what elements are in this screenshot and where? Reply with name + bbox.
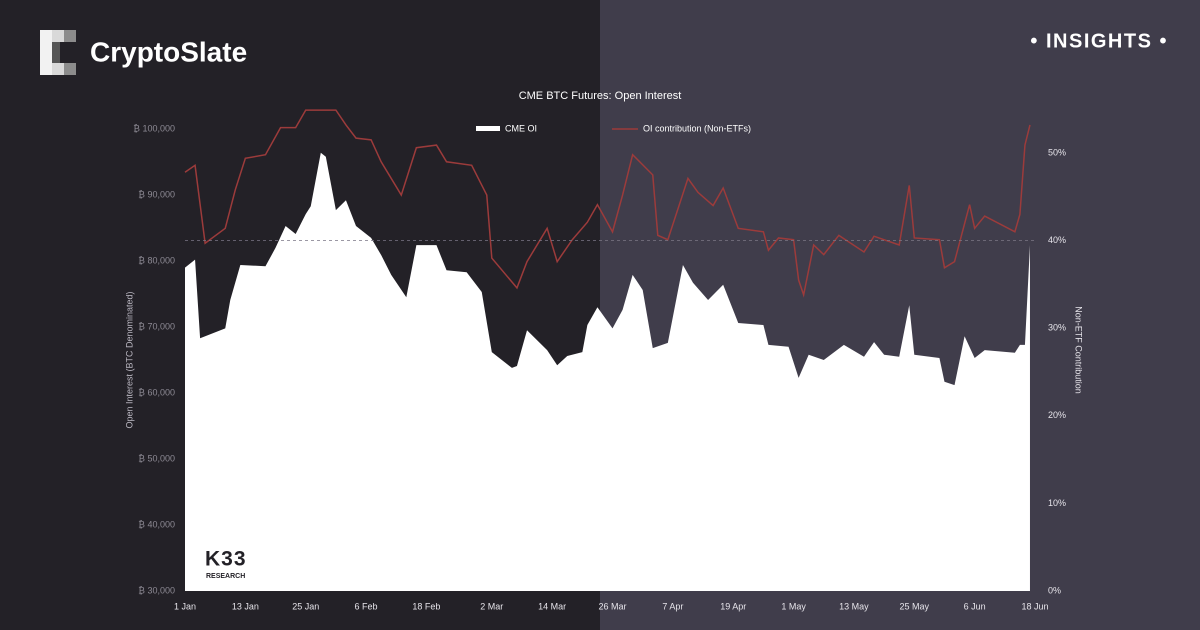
x-tick-label: 19 Apr	[720, 601, 746, 611]
logo-icon	[40, 30, 76, 75]
plot: ₿ 30,000 ₿ 40,000 ₿ 50,000 ₿ 60,000 ₿ 70,000…	[133, 109, 1066, 611]
y-tick-label: ₿ 50,000	[138, 453, 175, 463]
x-tick-label: 18 Jun	[1021, 601, 1048, 611]
x-tick-label: 14 Mar	[538, 601, 566, 611]
y2-tick-label: 20%	[1048, 410, 1066, 420]
x-tick-label: 18 Feb	[412, 601, 440, 611]
y-tick-label: ₿ 90,000	[138, 189, 175, 199]
y-tick-label: ₿ 30,000	[138, 585, 175, 595]
y-axis-label: Open Interest (BTC Denominated)	[124, 291, 134, 428]
x-tick-label: 6 Feb	[355, 601, 378, 611]
y2-tick-label: 30%	[1048, 323, 1066, 333]
legend-swatch	[476, 126, 500, 131]
x-tick-label: 13 Jan	[232, 601, 259, 611]
legend-label: CME OI	[505, 123, 537, 133]
x-tick-label: 1 May	[781, 601, 806, 611]
x-tick-label: 25 May	[900, 601, 930, 611]
brand-name: CryptoSlate	[90, 36, 247, 67]
x-tick-label: 7 Apr	[662, 601, 683, 611]
y-tick-label: ₿ 70,000	[138, 321, 175, 331]
x-tick-label: 25 Jan	[292, 601, 319, 611]
y-tick-label: ₿ 60,000	[138, 387, 175, 397]
brand-badge: • INSIGHTS •	[1030, 30, 1168, 52]
contribution-line	[184, 109, 1031, 298]
y2-tick-label: 40%	[1048, 235, 1066, 245]
y2-tick-label: 0%	[1048, 585, 1061, 595]
watermark-logo: K33	[205, 548, 247, 571]
y2-axis-label: Non-ETF Contribution	[1074, 306, 1084, 394]
x-tick-label: 1 Jan	[174, 601, 196, 611]
y-tick-label: ₿ 100,000	[133, 123, 175, 133]
x-tick-label: 2 Mar	[480, 601, 503, 611]
x-tick-label: 13 May	[839, 601, 869, 611]
x-tick-label: 6 Jun	[964, 601, 986, 611]
y2-tick-label: 10%	[1048, 498, 1066, 508]
oi-area	[185, 152, 1030, 591]
x-tick-label: 26 Mar	[599, 601, 627, 611]
y-tick-label: ₿ 40,000	[138, 519, 175, 529]
legend-label: OI contribution (Non-ETFs)	[643, 123, 751, 133]
y2-tick-label: 50%	[1048, 147, 1066, 157]
watermark-text: RESEARCH	[206, 573, 245, 580]
y-tick-label: ₿ 80,000	[138, 255, 175, 265]
chart-title: CME BTC Futures: Open Interest	[519, 90, 682, 102]
